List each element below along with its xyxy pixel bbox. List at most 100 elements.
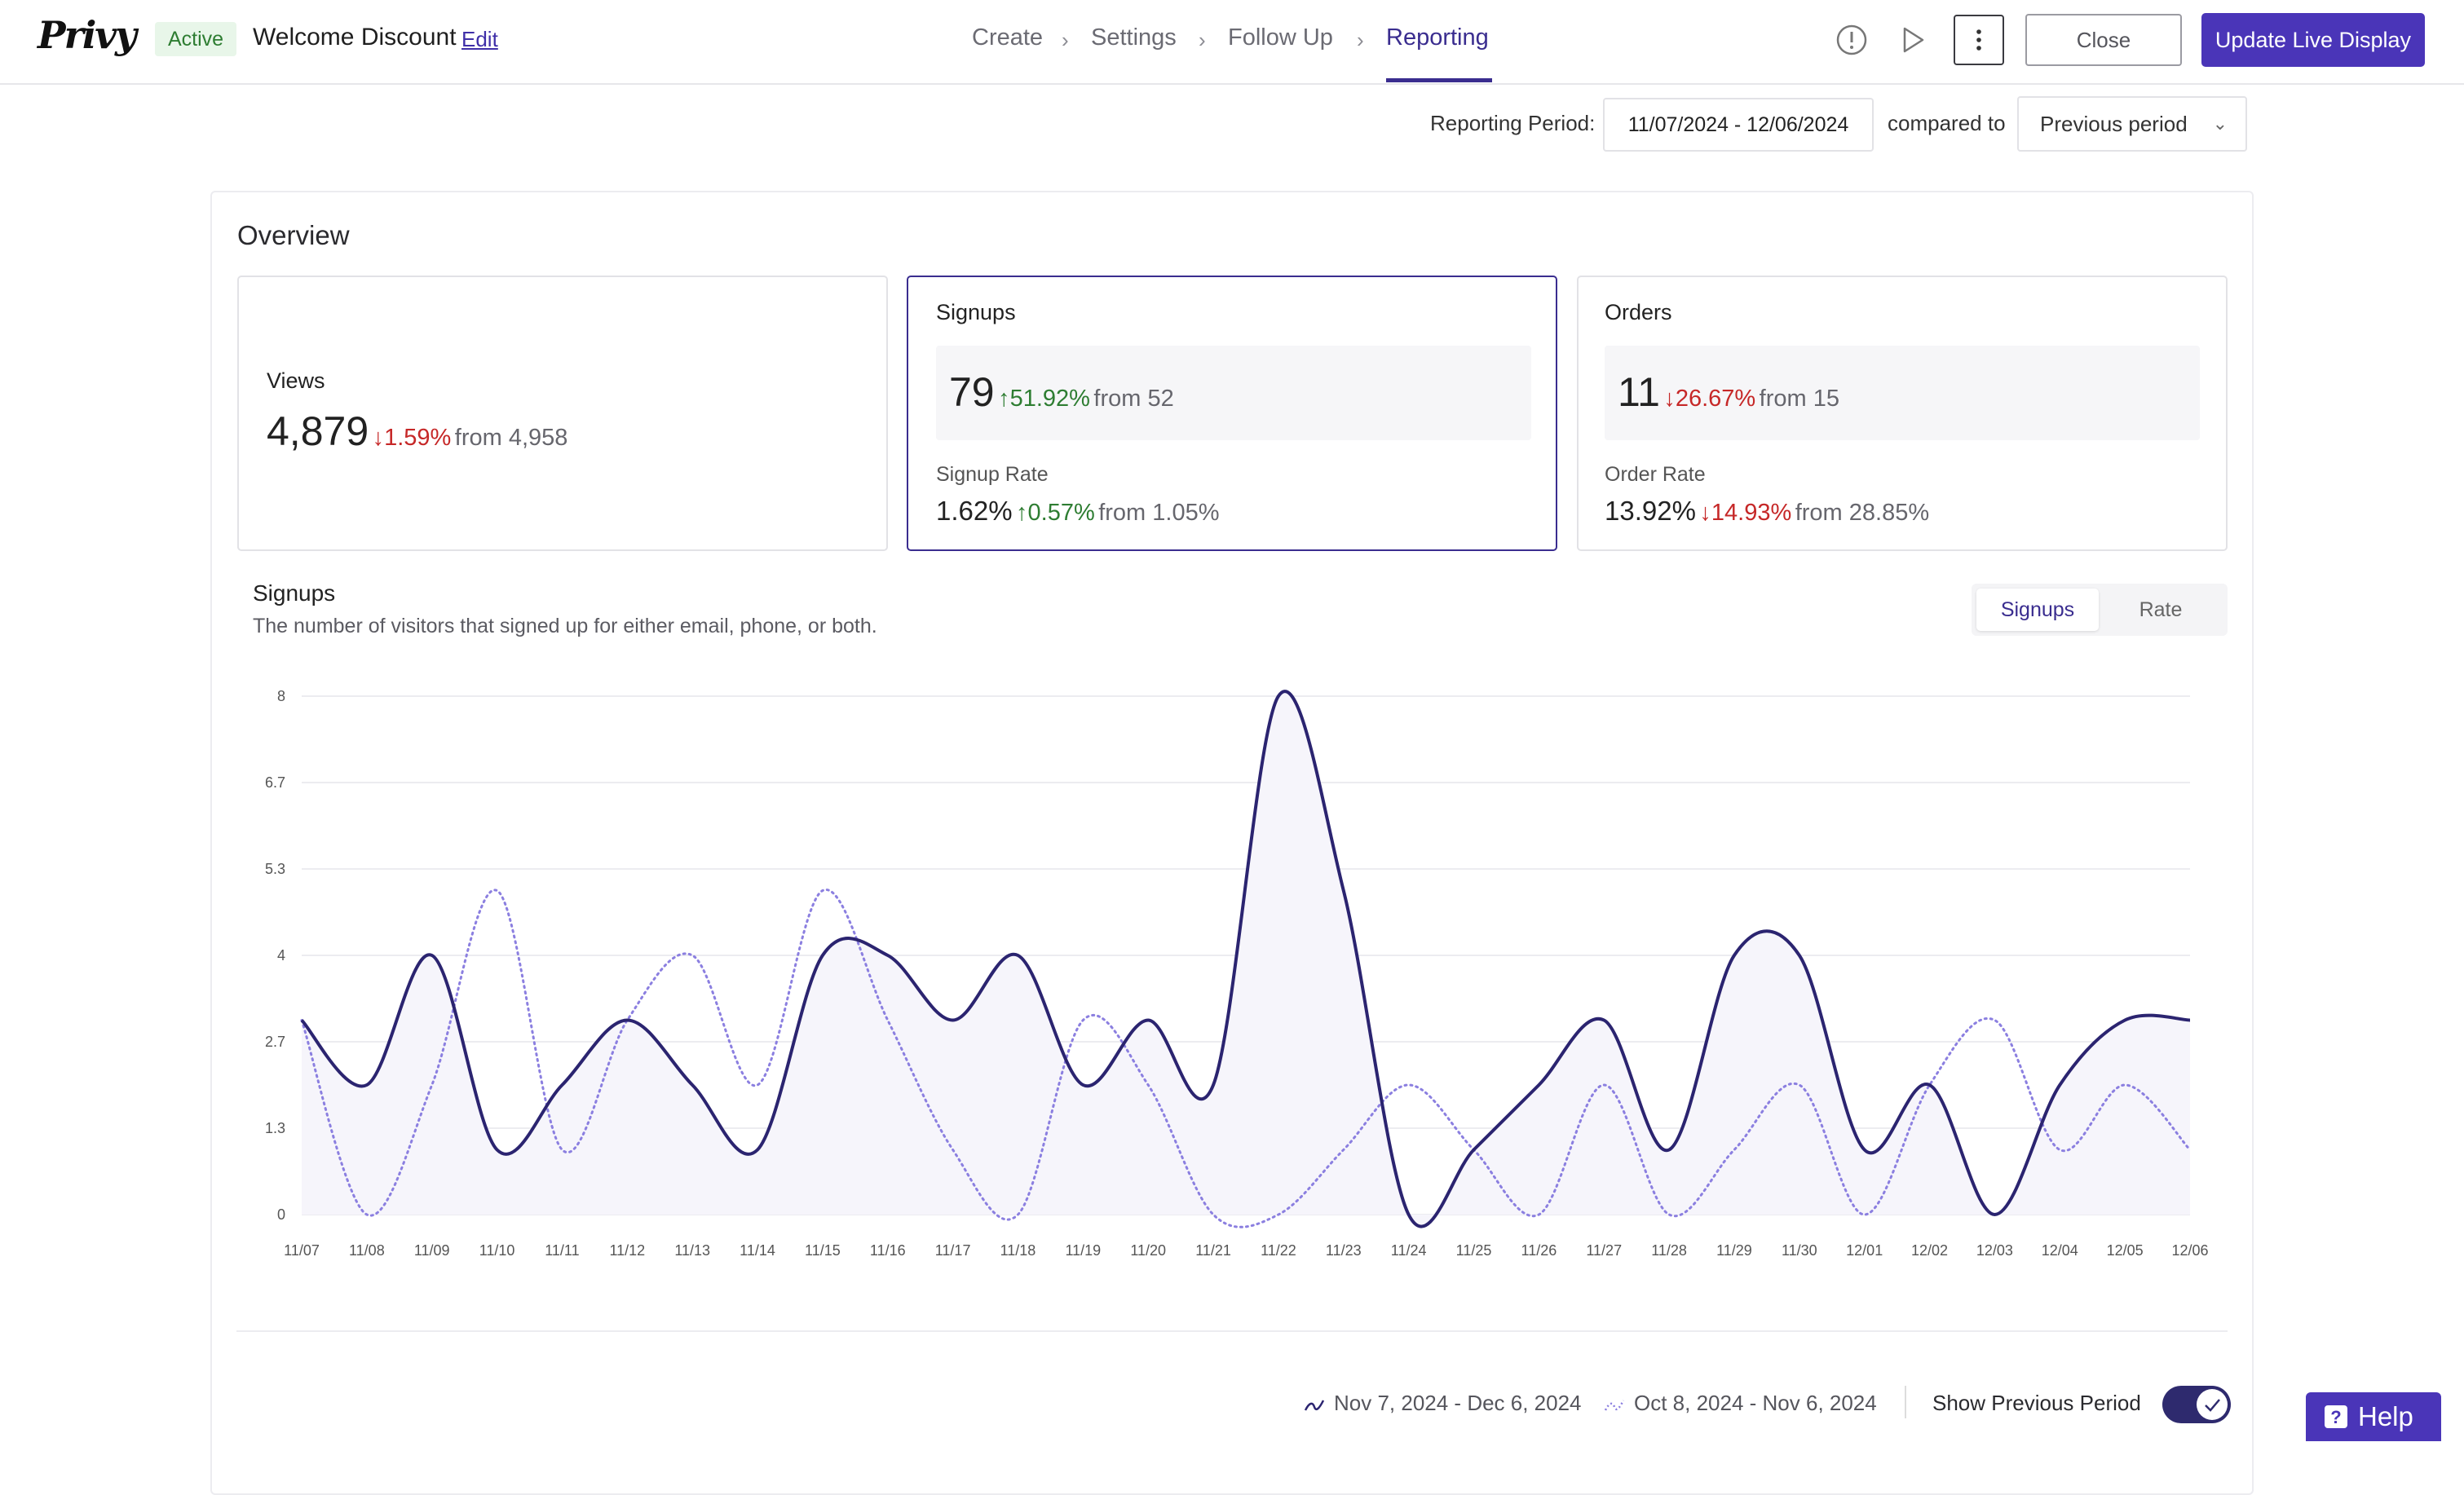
x-tick-label: 11/24	[1391, 1242, 1427, 1259]
signup-rate-label: Signup Rate	[936, 463, 1049, 486]
step-follow-up[interactable]: Follow Up	[1228, 24, 1333, 51]
help-label: Help	[2358, 1401, 2413, 1431]
previous-period-legend-icon	[1604, 1400, 1625, 1411]
current-period-legend-icon	[1304, 1400, 1325, 1411]
legend-previous-period: Oct 8, 2024 - Nov 6, 2024	[1634, 1391, 1877, 1415]
toggle-knob	[2197, 1389, 2228, 1420]
compare-period-select[interactable]: Previous period ⌄	[2017, 96, 2247, 152]
campaign-name: Welcome Discount	[253, 24, 457, 51]
toggle-rate[interactable]: Rate	[2139, 598, 2183, 621]
toggle-signups[interactable]: Signups	[1976, 589, 2099, 631]
views-card[interactable]: Views 4,879 ↓1.59% from 4,958	[237, 276, 888, 551]
legend-separator	[1905, 1386, 1906, 1418]
order-rate-value: 13.92%	[1605, 496, 1696, 526]
arrow-down-icon: ↓	[372, 425, 385, 451]
y-tick-label: 6.7	[265, 774, 285, 791]
signup-rate-change: 0.57%	[1027, 500, 1095, 526]
top-bar: Privy Active Welcome Discount Edit Creat…	[0, 0, 2464, 85]
arrow-up-icon: ↑	[998, 386, 1010, 412]
x-tick-label: 11/20	[1130, 1242, 1166, 1259]
close-button[interactable]: Close	[2025, 14, 2182, 66]
show-previous-period-label: Show Previous Period	[1932, 1391, 2141, 1415]
views-metric: 4,879 ↓1.59% from 4,958	[267, 408, 567, 455]
step-create[interactable]: Create	[972, 24, 1044, 51]
play-icon[interactable]	[1895, 23, 1929, 57]
y-tick-label: 8	[277, 688, 285, 704]
edit-link[interactable]: Edit	[461, 27, 498, 51]
x-tick-label: 11/17	[935, 1242, 971, 1259]
y-tick-label: 4	[277, 947, 285, 964]
signups-change: 51.92%	[1009, 386, 1090, 412]
x-tick-label: 11/27	[1586, 1242, 1622, 1259]
active-step-indicator	[1386, 78, 1492, 82]
show-previous-period-toggle[interactable]	[2162, 1386, 2231, 1423]
update-live-display-button[interactable]: Update Live Display	[2201, 13, 2425, 67]
x-tick-label: 12/01	[1846, 1242, 1883, 1259]
x-tick-label: 11/09	[414, 1242, 450, 1259]
compare-period-value: Previous period	[2040, 112, 2188, 136]
reporting-period-input[interactable]: 11/07/2024 - 12/06/2024	[1603, 98, 1874, 152]
x-tick-label: 11/08	[349, 1242, 385, 1259]
y-tick-label: 1.3	[265, 1120, 285, 1136]
svg-text:?: ?	[2330, 1407, 2341, 1427]
x-tick-label: 11/12	[609, 1242, 645, 1259]
step-reporting[interactable]: Reporting	[1386, 24, 1489, 51]
views-label: Views	[267, 368, 325, 393]
signups-card[interactable]: Signups 79 ↑51.92% from 52 Signup Rate 1…	[907, 276, 1557, 551]
x-tick-label: 11/11	[545, 1242, 579, 1259]
x-tick-label: 11/30	[1782, 1242, 1817, 1259]
step-settings[interactable]: Settings	[1091, 24, 1177, 51]
chevron-right-icon: ›	[1062, 28, 1069, 52]
chevron-down-icon: ⌄	[2212, 113, 2228, 134]
signups-value: 79	[949, 369, 995, 415]
series-0-area	[302, 691, 2190, 1227]
privy-logo: Privy	[38, 13, 137, 57]
x-tick-label: 12/04	[2042, 1242, 2078, 1259]
views-change: 1.59%	[384, 425, 452, 451]
x-tick-label: 11/25	[1456, 1242, 1492, 1259]
orders-label: Orders	[1605, 300, 1672, 324]
x-tick-label: 11/19	[1065, 1242, 1101, 1259]
status-badge: Active	[155, 22, 237, 56]
x-tick-label: 12/05	[2107, 1242, 2144, 1259]
x-tick-label: 11/26	[1521, 1242, 1557, 1259]
signups-metric-box: 79 ↑51.92% from 52	[936, 346, 1531, 440]
compared-to-label: compared to	[1888, 111, 2006, 135]
orders-metric-box: 11 ↓26.67% from 15	[1605, 346, 2200, 440]
x-tick-label: 12/03	[1976, 1242, 2013, 1259]
info-icon[interactable]	[1835, 23, 1869, 57]
x-tick-label: 11/15	[805, 1242, 841, 1259]
order-rate-change: 14.93%	[1711, 500, 1792, 526]
x-tick-label: 11/14	[740, 1242, 775, 1259]
y-tick-label: 0	[277, 1206, 285, 1223]
order-rate-from: from 28.85%	[1795, 500, 1930, 526]
more-vertical-icon[interactable]	[1954, 15, 2004, 65]
chart-title: Signups	[253, 580, 336, 606]
chevron-right-icon: ›	[1199, 28, 1206, 52]
views-from: from 4,958	[454, 425, 568, 451]
x-tick-label: 11/21	[1195, 1242, 1231, 1259]
x-tick-label: 11/29	[1716, 1242, 1752, 1259]
orders-card[interactable]: Orders 11 ↓26.67% from 15 Order Rate 13.…	[1577, 276, 2228, 551]
arrow-up-icon: ↑	[1016, 500, 1028, 526]
x-tick-label: 11/10	[479, 1242, 515, 1259]
orders-change: 26.67%	[1675, 386, 1756, 412]
overview-title: Overview	[237, 220, 350, 250]
current-period-line	[300, 690, 2191, 1228]
x-tick-label: 11/07	[284, 1242, 320, 1259]
x-tick-label: 11/18	[1000, 1242, 1036, 1259]
help-button[interactable]: ? Help	[2306, 1392, 2441, 1441]
signups-line-chart: 0 1.3 2.7 4 5.3 6.7 8 11/07 11/08 11/09 11/10 11/11…	[265, 688, 2209, 1259]
previous-period-line	[300, 889, 2192, 1228]
x-tick-label: 12/02	[1911, 1242, 1948, 1259]
x-tick-label: 11/28	[1651, 1242, 1687, 1259]
legend-current-period: Nov 7, 2024 - Dec 6, 2024	[1334, 1391, 1582, 1415]
chevron-right-icon: ›	[1357, 28, 1364, 52]
x-tick-label: 12/06	[2171, 1242, 2208, 1259]
help-icon: ?	[2325, 1405, 2347, 1428]
orders-value: 11	[1618, 369, 1660, 415]
x-tick-label: 11/22	[1261, 1242, 1296, 1259]
reporting-period-label: Reporting Period:	[1430, 111, 1596, 135]
x-tick-label: 11/13	[674, 1242, 710, 1259]
x-tick-label: 11/23	[1326, 1242, 1362, 1259]
